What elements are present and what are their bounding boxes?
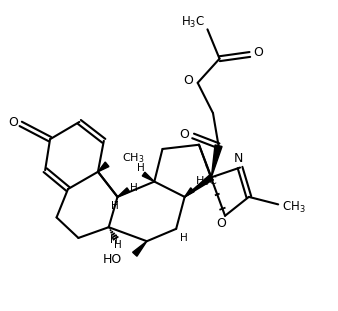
Text: H$_3$C: H$_3$C bbox=[195, 175, 218, 188]
Text: O: O bbox=[216, 217, 226, 230]
Text: Ḧ: Ḧ bbox=[111, 201, 119, 211]
Text: O: O bbox=[183, 74, 193, 87]
Text: O: O bbox=[179, 128, 189, 141]
Text: HO: HO bbox=[103, 253, 122, 266]
Text: CH$_3$: CH$_3$ bbox=[282, 200, 306, 215]
Polygon shape bbox=[185, 188, 194, 197]
Text: Ḧ: Ḧ bbox=[110, 235, 118, 245]
Text: O: O bbox=[253, 46, 263, 59]
Polygon shape bbox=[142, 172, 154, 182]
Text: H: H bbox=[180, 233, 188, 243]
Text: H: H bbox=[137, 163, 145, 173]
Polygon shape bbox=[98, 162, 109, 172]
Text: H: H bbox=[114, 240, 122, 250]
Text: H: H bbox=[130, 183, 138, 193]
Polygon shape bbox=[211, 145, 222, 177]
Polygon shape bbox=[118, 188, 129, 197]
Text: N: N bbox=[234, 152, 243, 165]
Polygon shape bbox=[185, 175, 213, 197]
Text: CH$_3$: CH$_3$ bbox=[122, 151, 144, 165]
Polygon shape bbox=[132, 241, 147, 256]
Text: H$_3$C: H$_3$C bbox=[181, 15, 205, 30]
Text: O: O bbox=[8, 116, 19, 129]
